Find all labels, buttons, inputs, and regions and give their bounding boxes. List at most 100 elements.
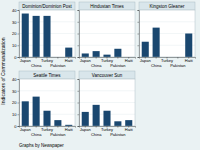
x-tick-mark	[36, 126, 37, 128]
x-tick-label: China	[91, 132, 102, 137]
bar	[185, 34, 192, 58]
y-tick: 30	[12, 89, 19, 94]
y-tick	[78, 22, 80, 23]
bar	[114, 49, 121, 57]
x-tick-label: Haiti	[125, 127, 133, 132]
bar	[22, 101, 29, 126]
y-tick-label: 0	[14, 55, 17, 60]
grid-line	[139, 21, 195, 22]
x-tick-label: Haiti	[185, 58, 193, 63]
plot-background	[19, 10, 75, 57]
y-tick-mark	[18, 10, 20, 11]
grid	[139, 10, 195, 57]
bar	[114, 121, 121, 126]
y-tick: 10	[12, 43, 19, 48]
x-tick: Japan	[20, 126, 31, 132]
y-tick-mark	[78, 45, 80, 46]
y-tick-label: 0	[14, 124, 17, 129]
x-tick-label: Japan	[80, 127, 91, 132]
y-tick	[78, 103, 80, 104]
y-tick: 20	[12, 31, 19, 36]
bar	[33, 16, 40, 57]
x-tick: Japan	[80, 126, 91, 132]
title-strip	[79, 2, 135, 10]
x-tick-label: Pakistan	[110, 132, 125, 137]
y-tick	[138, 10, 140, 11]
y-tick	[78, 34, 80, 35]
grid-line	[79, 90, 135, 91]
x-tick: Haiti	[65, 126, 73, 132]
background	[0, 0, 200, 150]
title-strip	[19, 2, 75, 10]
y-tick-mark	[138, 34, 140, 35]
x-tick-label: Pakistan	[50, 132, 65, 137]
title-strip	[19, 71, 75, 79]
y-axis: 0 10 20 30 40	[12, 8, 19, 60]
grid-line	[79, 45, 135, 46]
x-tick-mark	[156, 57, 157, 59]
grid-line	[79, 102, 135, 103]
grid-line	[19, 90, 75, 91]
bar	[82, 53, 89, 57]
y-tick-mark	[138, 22, 140, 23]
grid-line	[79, 21, 135, 22]
y-tick-mark	[18, 126, 20, 127]
y-tick-mark	[78, 10, 80, 11]
bar	[54, 120, 61, 126]
note: Graphs by Newspaper	[19, 143, 64, 148]
y-tick-mark	[18, 45, 20, 46]
x-tick-mark	[57, 57, 58, 59]
x-axis: JapanChinaTurkeyPakistanHaiti	[80, 57, 136, 68]
x-tick-mark	[96, 126, 97, 128]
y-tick	[78, 114, 80, 115]
x-tick: Pakistan	[50, 126, 65, 137]
bar	[65, 48, 72, 57]
bar	[103, 55, 110, 57]
plot-background	[139, 10, 195, 57]
y-tick-mark	[18, 34, 20, 35]
x-tick-label: Japan	[80, 58, 91, 63]
panel: Seattle Times010203040JapanChinaTurkeyPa…	[12, 71, 75, 137]
y-tick	[138, 22, 140, 23]
panel: Dominion/Dominion Post010203040JapanChin…	[12, 2, 75, 68]
y-tick-mark	[138, 45, 140, 46]
x-axis: JapanChinaTurkeyPakistanHaiti	[140, 57, 196, 68]
plot-background	[79, 79, 135, 126]
x-tick: Pakistan	[110, 57, 125, 68]
y-tick	[78, 91, 80, 92]
panel: Vancouver SunJapanChinaTurkeyPakistanHai…	[78, 71, 136, 137]
bars	[22, 97, 73, 126]
x-tick-label: China	[31, 132, 42, 137]
grid	[79, 10, 135, 57]
plot-background	[79, 10, 135, 57]
y-tick: 30	[12, 20, 19, 25]
y-tick-mark	[78, 114, 80, 115]
y-tick: 40	[12, 77, 19, 82]
x-tick: Haiti	[125, 126, 133, 132]
y-tick: 20	[12, 100, 19, 105]
x-tick-label: Japan	[140, 58, 151, 63]
grid	[19, 79, 75, 126]
x-tick-label: China	[151, 63, 162, 68]
bar	[43, 16, 50, 57]
y-tick-mark	[18, 114, 20, 115]
bar	[125, 120, 132, 126]
x-tick-mark	[177, 57, 178, 59]
y-axis: 010203040	[12, 77, 19, 129]
y-tick-mark	[78, 103, 80, 104]
plot-background	[19, 79, 75, 126]
y-tick	[78, 10, 80, 11]
y-tick-mark	[18, 103, 20, 104]
y-tick-label: 40	[12, 8, 17, 13]
x-tick: Haiti	[65, 57, 73, 63]
bar	[142, 42, 149, 57]
x-tick-label: Haiti	[65, 127, 73, 132]
plot-frame	[19, 79, 75, 126]
panel: Hindustan TimesJapanChinaTurkeyPakistanH…	[78, 2, 136, 68]
x-tick: Japan	[140, 57, 151, 63]
y-tick-mark	[138, 57, 140, 58]
x-tick-mark	[117, 126, 118, 128]
x-tick: Japan	[20, 57, 31, 63]
x-tick-mark	[36, 57, 37, 59]
x-tick-mark	[117, 57, 118, 59]
